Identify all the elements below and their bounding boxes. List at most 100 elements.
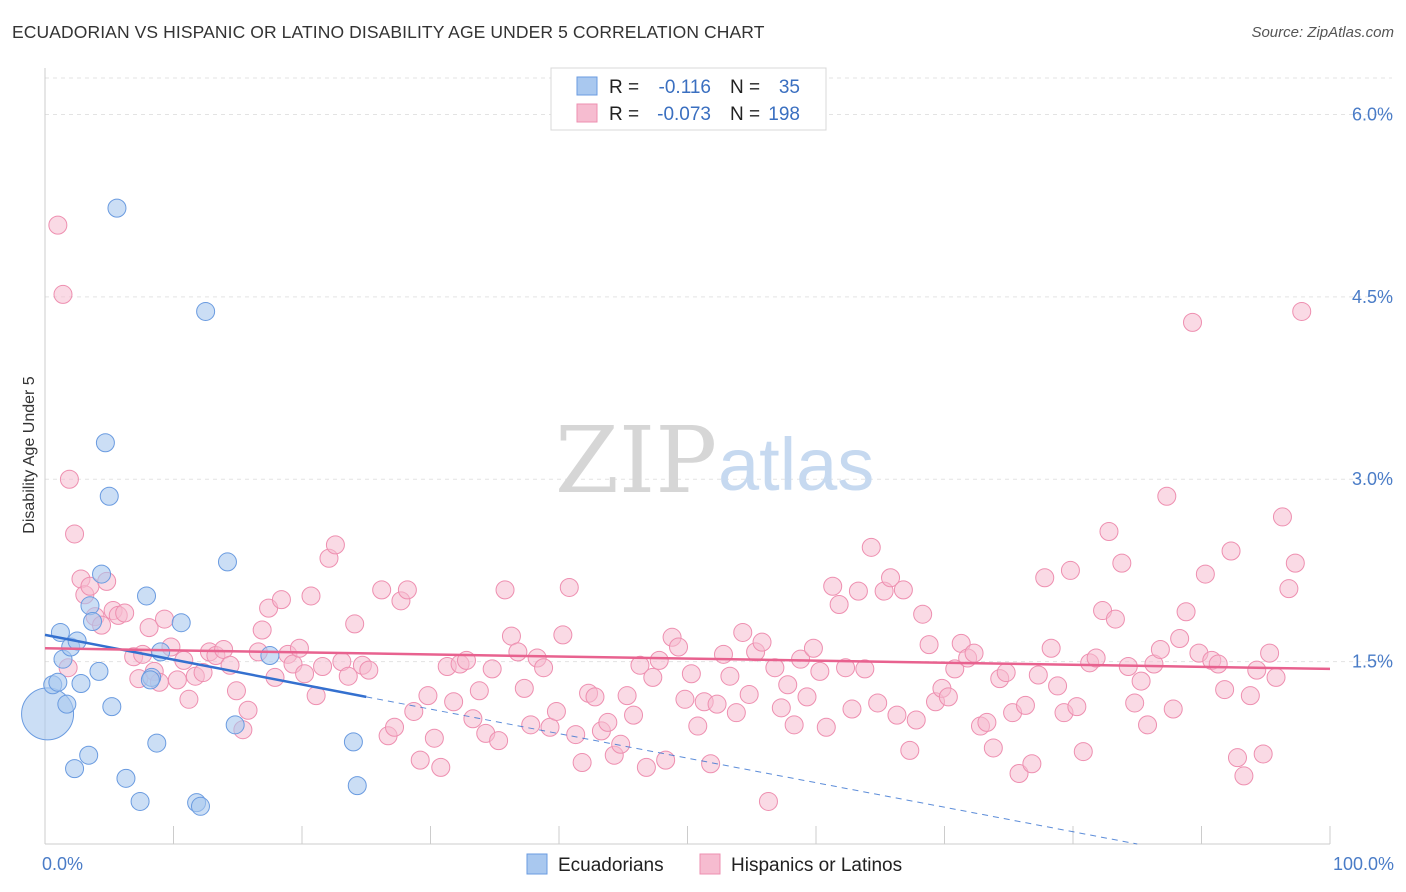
hispanic-point — [289, 638, 309, 658]
hispanic-point — [553, 625, 573, 645]
hispanic-point — [179, 689, 199, 709]
hispanic-point — [816, 717, 836, 737]
hispanic-point — [418, 686, 438, 706]
hispanic-point — [271, 590, 291, 610]
hispanic-point — [546, 701, 566, 721]
y-tick-label-3: 6.0% — [1352, 104, 1393, 124]
series-legend-swatch-hispanics — [699, 853, 721, 875]
hispanic-point — [1221, 541, 1241, 561]
hispanic-point — [1163, 699, 1183, 719]
hispanic-point — [1170, 629, 1190, 649]
hispanic-point — [501, 626, 521, 646]
hispanic-point — [482, 659, 502, 679]
hispanic-point — [881, 568, 901, 588]
hispanic-point — [906, 710, 926, 730]
ecuadorian-point — [171, 613, 191, 633]
y-axis-label: Disability Age Under 5 — [21, 376, 38, 534]
hispanic-point — [688, 716, 708, 736]
hispanic-point — [1009, 763, 1029, 783]
ecuadorian-point — [225, 715, 245, 735]
hispanic-point — [707, 694, 727, 714]
y-tick-label-2: 4.5% — [1352, 287, 1393, 307]
ecuadorian-points — [21, 198, 367, 816]
x-tick-labels: 0.0% 100.0% — [42, 854, 1394, 874]
hispanic-point — [372, 580, 392, 600]
hispanic-point — [752, 632, 772, 652]
hispanic-point — [893, 580, 913, 600]
hispanic-point — [431, 757, 451, 777]
ecuadorian-point — [48, 672, 68, 692]
hispanic-point — [1022, 754, 1042, 774]
hispanic-point — [919, 635, 939, 655]
hispanic-point — [1067, 697, 1087, 717]
hispanic-point — [404, 701, 424, 721]
x-tick-label-0: 0.0% — [42, 854, 83, 874]
hispanic-point — [252, 620, 272, 640]
hispanic-point — [193, 663, 213, 683]
series-legend-label-ecuadorians: Ecuadorians — [558, 855, 664, 876]
watermark-atlas: atlas — [718, 423, 874, 506]
hispanic-point — [829, 594, 849, 614]
hispanic-point — [139, 618, 159, 638]
hispanic-point — [1253, 744, 1273, 764]
hispanic-point — [1208, 654, 1228, 674]
hispanic-point — [295, 664, 315, 684]
hispanic-point — [424, 728, 444, 748]
hispanic-point — [823, 576, 843, 596]
hispanic-point — [385, 717, 405, 737]
hispanic-point — [1157, 486, 1177, 506]
hispanic-point — [514, 678, 534, 698]
hispanic-point — [313, 656, 333, 676]
hispanic-point — [842, 699, 862, 719]
hispanic-point — [713, 644, 733, 664]
hispanic-point — [1099, 522, 1119, 542]
hispanic-point — [359, 660, 379, 680]
hispanic-point — [489, 731, 509, 751]
hispanic-point — [636, 757, 656, 777]
hispanic-point — [669, 637, 689, 657]
chart-title: ECUADORIAN VS HISPANIC OR LATINO DISABIL… — [12, 22, 765, 42]
hispanic-point — [1227, 748, 1247, 768]
legend-r-value-2: -0.073 — [657, 104, 711, 125]
hispanic-point — [338, 666, 358, 686]
hispanic-point — [585, 687, 605, 707]
hispanic-point — [1035, 568, 1055, 588]
hispanic-point — [733, 622, 753, 642]
hispanic-point — [1195, 564, 1215, 584]
hispanic-point — [1285, 553, 1305, 573]
hispanic-point — [945, 659, 965, 679]
x-tick-label-1: 100.0% — [1333, 854, 1394, 874]
hispanic-point — [977, 712, 997, 732]
hispanic-point — [1150, 639, 1170, 659]
ecuadorian-point — [196, 301, 216, 321]
hispanic-point — [836, 658, 856, 678]
hispanic-point — [1240, 686, 1260, 706]
ecuadorian-point — [102, 697, 122, 717]
legend-r-value-1: -0.116 — [659, 77, 711, 98]
hispanic-point — [649, 650, 669, 670]
ecuadorian-point — [57, 694, 77, 714]
hispanic-point — [938, 687, 958, 707]
hispanic-point — [53, 284, 73, 304]
hispanic-point — [115, 603, 135, 623]
hispanic-point — [325, 535, 345, 555]
y-tick-labels: 1.5% 3.0% 4.5% 6.0% — [1352, 104, 1393, 671]
hispanic-point — [617, 686, 637, 706]
hispanic-point — [1041, 638, 1061, 658]
ecuadorian-point — [80, 596, 100, 616]
ecuadorian-point — [190, 796, 210, 816]
hispanic-point — [566, 725, 586, 745]
hispanic-point — [1266, 667, 1286, 687]
legend-n-value-2: 198 — [768, 104, 800, 125]
hispanic-point — [1048, 676, 1068, 696]
hispanic-point — [572, 753, 592, 773]
hispanic-point — [495, 580, 515, 600]
ecuadorian-point — [65, 759, 85, 779]
hispanic-point — [656, 750, 676, 770]
ecuadorian-point — [95, 433, 115, 453]
hispanic-point — [463, 709, 483, 729]
hispanic-point — [598, 712, 618, 732]
hispanic-point — [771, 698, 791, 718]
hispanic-point — [534, 658, 554, 678]
hispanic-points — [48, 215, 1312, 811]
